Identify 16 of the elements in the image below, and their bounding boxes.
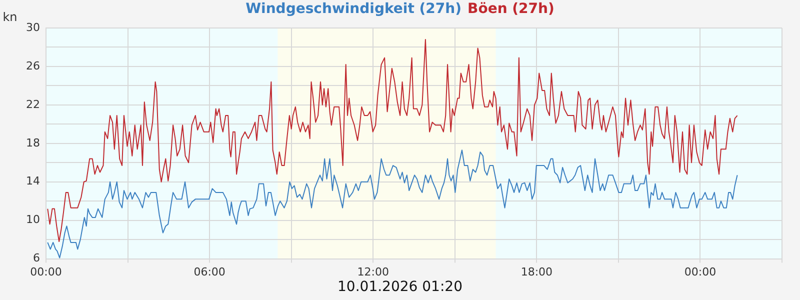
y-tick-label: 6 xyxy=(32,252,40,265)
x-tick-label: 06:00 xyxy=(194,265,226,278)
y-tick-label: 22 xyxy=(26,98,40,111)
y-tick-label: 14 xyxy=(26,174,40,188)
text: Windgeschwindigkeit (27h) xyxy=(246,1,462,17)
x-tick-label: 18:00 xyxy=(520,265,553,278)
x-tick-label: 12:00 xyxy=(357,265,389,278)
y-axis-title: kn xyxy=(2,10,18,24)
text: Böen (27h) xyxy=(468,1,554,17)
text: 10.01.2026 01:20 xyxy=(338,279,462,295)
x-tick-label: 00:00 xyxy=(30,265,62,278)
y-tick-label: 18 xyxy=(26,136,40,150)
y-tick-label: 10 xyxy=(26,213,40,226)
y-tick-label: 30 xyxy=(26,20,40,34)
y-tick-label: 26 xyxy=(26,59,40,72)
x-tick-label: 00:00 xyxy=(684,265,716,278)
